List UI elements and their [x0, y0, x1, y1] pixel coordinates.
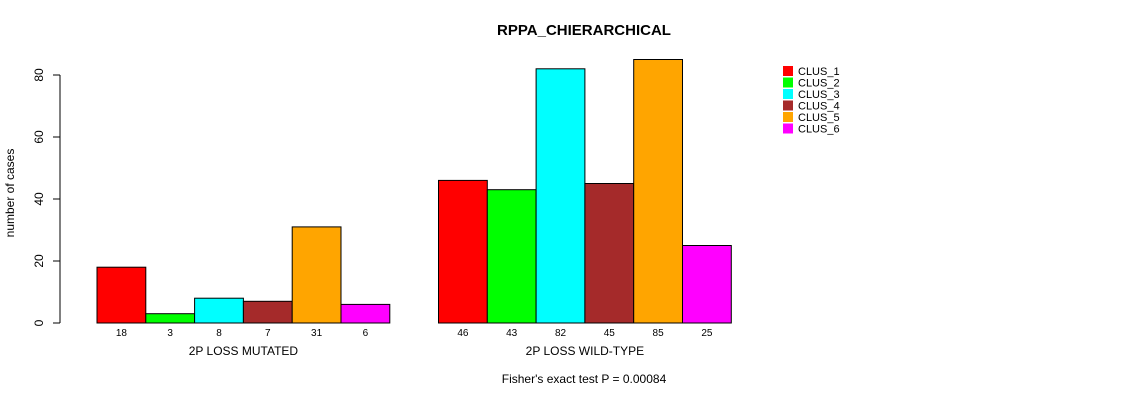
- bar-clus-6-group-2: [682, 245, 732, 324]
- y-tick-label: 40: [32, 192, 46, 206]
- bar-clus-5-group-2: [633, 59, 684, 324]
- bar-clus-3-group-2: [535, 68, 586, 324]
- bar-clus-4-group-1: [242, 300, 293, 324]
- bar-clus-3-group-1: [194, 297, 244, 324]
- legend-label: CLUS_2: [798, 78, 840, 90]
- legend-label: CLUS_1: [798, 66, 840, 78]
- bar-count-labels: 18 3 8 7 31 6 46 43 82 45 85 25: [116, 328, 713, 339]
- legend-swatch: [783, 89, 793, 99]
- bar-clus-2-group-2: [486, 189, 537, 324]
- group-labels: 2P LOSS MUTATED 2P LOSS WILD-TYPE: [189, 344, 644, 358]
- legend-swatch: [783, 112, 793, 122]
- y-axis-label: number of cases: [3, 149, 17, 238]
- bar-clus-2-group-1: [145, 313, 196, 324]
- bar-count-label: 25: [701, 328, 713, 339]
- legend-swatch: [783, 66, 793, 76]
- legend-swatch: [783, 77, 793, 88]
- bar-count-label: 82: [555, 328, 567, 339]
- bar-count-label: 43: [506, 328, 518, 339]
- y-tick-label: 60: [32, 130, 46, 144]
- bar-count-label: 46: [457, 328, 469, 339]
- bar-clus-1-group-1: [96, 266, 147, 324]
- legend-label: CLUS_6: [798, 124, 840, 136]
- group-label: 2P LOSS MUTATED: [189, 344, 299, 358]
- bar-count-label: 45: [604, 328, 616, 339]
- bar-clus-6-group-1: [340, 303, 391, 324]
- bar-count-label: 3: [167, 328, 173, 339]
- bar-count-label: 7: [265, 328, 271, 339]
- bar-count-label: 8: [216, 328, 222, 339]
- footnote: Fisher's exact test P = 0.00084: [502, 372, 667, 386]
- bars: [96, 59, 732, 324]
- bar-count-label: 18: [116, 328, 128, 339]
- bar-count-label: 6: [363, 328, 369, 339]
- bar-clus-1-group-2: [438, 179, 488, 324]
- legend-label: CLUS_4: [798, 101, 840, 113]
- bar-count-label: 85: [653, 328, 665, 339]
- y-tick-label: 20: [32, 254, 46, 268]
- y-tick-label: 0: [32, 319, 46, 326]
- bar-clus-5-group-1: [291, 226, 342, 324]
- legend-label: CLUS_5: [798, 112, 840, 124]
- legend-swatch: [783, 123, 793, 134]
- y-axis: 0 20 40 60 80: [32, 68, 61, 326]
- legend-label: CLUS_3: [798, 89, 840, 101]
- bar-count-label: 31: [311, 328, 323, 339]
- chart-title: RPPA_CHIERARCHICAL: [497, 22, 671, 39]
- group-label: 2P LOSS WILD-TYPE: [526, 344, 644, 358]
- legend-swatch: [783, 100, 793, 111]
- bar-clus-4-group-2: [584, 183, 635, 324]
- y-tick-label: 80: [32, 68, 46, 82]
